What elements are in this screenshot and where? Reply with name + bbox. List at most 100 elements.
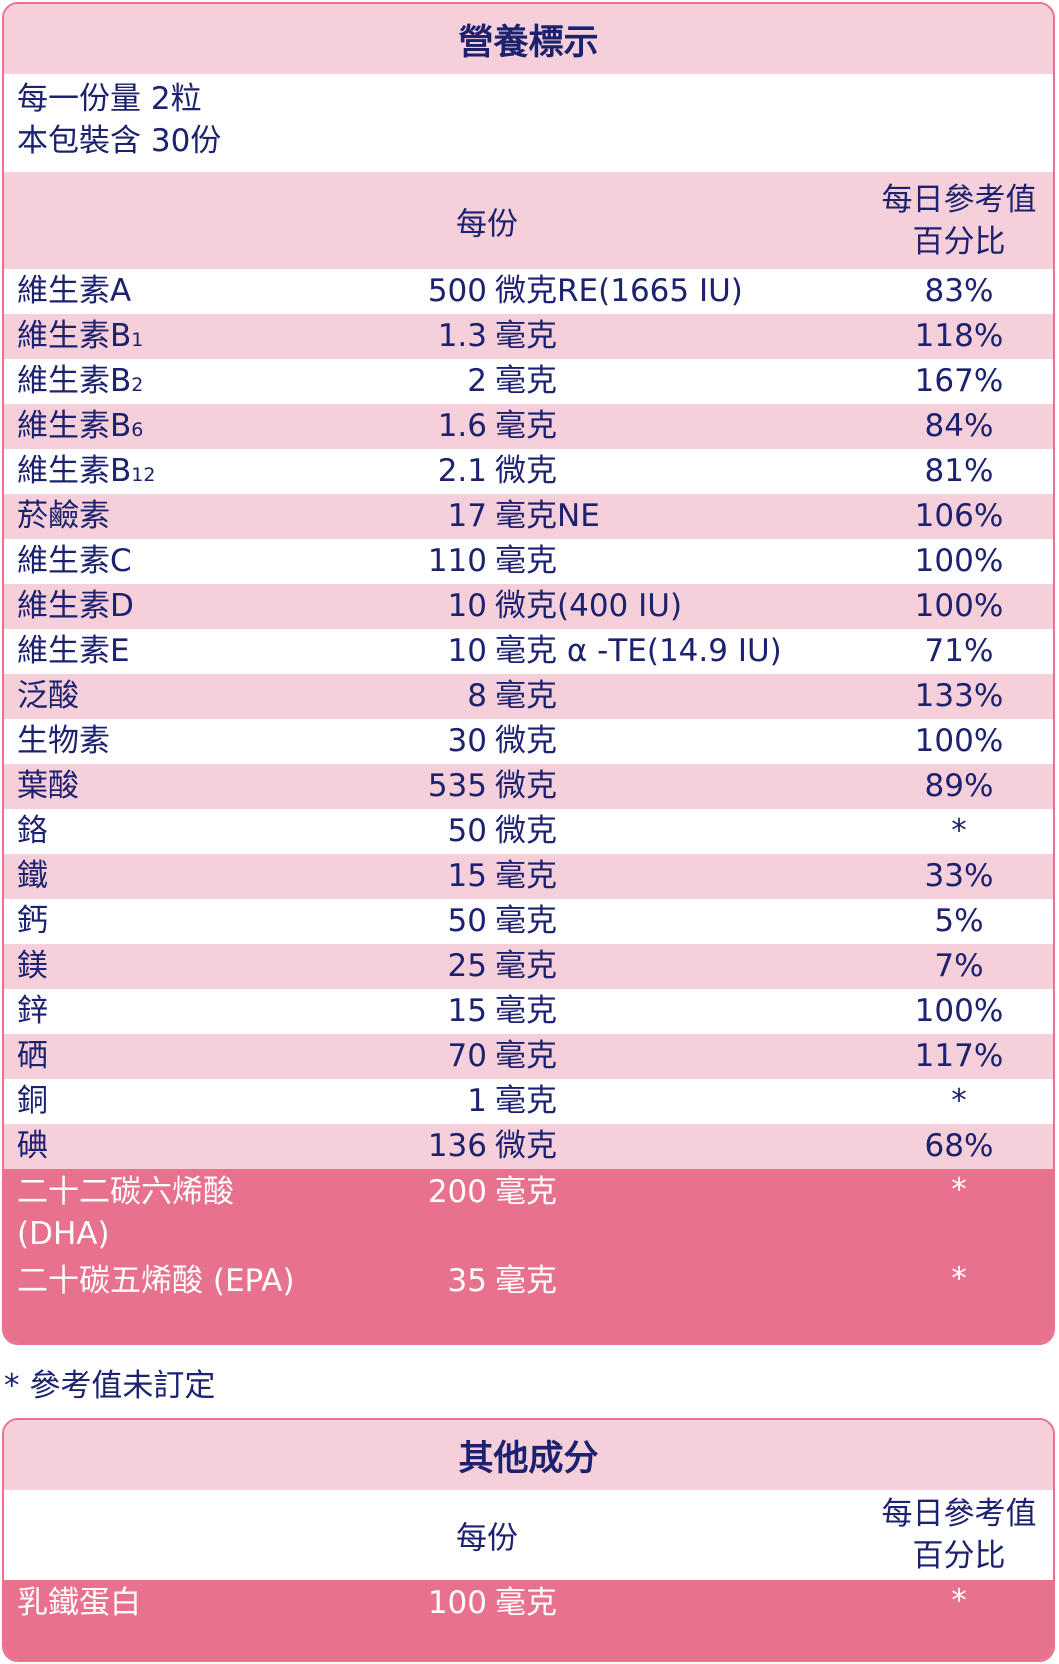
amount-unit: 毫克 bbox=[495, 408, 557, 444]
daily-value-percent: 133% bbox=[914, 678, 1004, 714]
table-row: 硒 70 毫克 117% bbox=[4, 1034, 1053, 1079]
nutrient-subscript: 1 bbox=[131, 329, 144, 351]
nutrient-name-text: 維生素E bbox=[17, 633, 130, 669]
amount-value: 100 bbox=[427, 1585, 487, 1621]
nutrient-name-text: 硒 bbox=[17, 1038, 48, 1074]
daily-value-percent: 81% bbox=[924, 453, 994, 489]
amount-unit: 毫克 bbox=[495, 1083, 557, 1119]
header-dv-line2: 百分比 bbox=[912, 1538, 1006, 1574]
nutrient-name: 二十碳五烯酸 (EPA) bbox=[17, 1260, 297, 1302]
nutrient-name: 維生素B12 bbox=[17, 449, 155, 498]
header-dv-line1: 每日參考值 bbox=[881, 181, 1037, 218]
amount-value: 2 bbox=[467, 363, 487, 399]
nutrient-name-text: 維生素B bbox=[17, 318, 132, 354]
nutrition-title: 營養標示 bbox=[4, 4, 1053, 74]
nutrient-rows: 維生素A 500 微克RE(1665 IU) 83% 維生素B1 1.3 毫克 118% 維生素… bbox=[4, 269, 1053, 1169]
nutrient-name: 乳鐵蛋白 bbox=[17, 1582, 297, 1624]
nutrient-name-text: 二十碳五烯酸 (EPA) bbox=[17, 1263, 295, 1299]
nutrient-name: 碘 bbox=[17, 1124, 48, 1173]
nutrient-name: 維生素B2 bbox=[17, 359, 143, 408]
daily-value-percent: 100% bbox=[914, 588, 1004, 624]
amount-unit: 毫克 bbox=[495, 948, 557, 984]
amount-unit: 毫克 bbox=[495, 363, 557, 399]
nutrient-name-text: 葉酸 bbox=[17, 768, 79, 804]
table-row: 鎂 25 毫克 7% bbox=[4, 944, 1053, 989]
amount-value: 500 bbox=[427, 273, 487, 309]
nutrient-name: 維生素A bbox=[17, 269, 131, 318]
amount-value: 30 bbox=[447, 723, 487, 759]
nutrient-name-text: 碘 bbox=[17, 1128, 48, 1164]
amount-value: 1.3 bbox=[437, 318, 487, 354]
amount-unit: 微克(400 IU) bbox=[495, 588, 683, 624]
table-row: 維生素B2 2 毫克 167% bbox=[4, 359, 1053, 404]
nutrient-name: 二十二碳六烯酸 (DHA) bbox=[17, 1171, 297, 1255]
nutrient-subscript: 12 bbox=[131, 464, 156, 486]
amount-value: 15 bbox=[447, 993, 487, 1029]
header-dv-line1: 每日參考值 bbox=[881, 1496, 1037, 1532]
daily-value-percent: * bbox=[951, 1261, 967, 1297]
table-row: 維生素D 10 微克(400 IU) 100% bbox=[4, 584, 1053, 629]
daily-value-percent: 84% bbox=[924, 408, 994, 444]
table-row: 泛酸 8 毫克 133% bbox=[4, 674, 1053, 719]
table-row: 鈣 50 毫克 5% bbox=[4, 899, 1053, 944]
nutrient-name: 鎂 bbox=[17, 944, 48, 993]
header-daily-value: 每日參考值 百分比 bbox=[864, 179, 1053, 263]
nutrient-name-text: 泛酸 bbox=[17, 678, 79, 714]
nutrient-subscript: 2 bbox=[131, 374, 144, 396]
table-row: 維生素B1 1.3 毫克 118% bbox=[4, 314, 1053, 359]
table-row: 鋅 15 毫克 100% bbox=[4, 989, 1053, 1034]
nutrient-name: 維生素E bbox=[17, 629, 130, 678]
amount-value: 15 bbox=[447, 858, 487, 894]
footnote: * 參考值未訂定 bbox=[4, 1368, 216, 1404]
amount-value: 535 bbox=[427, 768, 487, 804]
amount-value: 25 bbox=[447, 948, 487, 984]
other-ingredients-table: 其他成分 每份 每日參考值 百分比 乳鐵蛋白 100 毫克 * bbox=[2, 1418, 1055, 1662]
amount-unit: 微克 bbox=[495, 813, 557, 849]
other-table-header: 每份 每日參考值 百分比 bbox=[4, 1490, 1053, 1580]
daily-value-percent: 118% bbox=[914, 318, 1004, 354]
amount-value: 136 bbox=[427, 1128, 487, 1164]
nutrient-name: 鈣 bbox=[17, 899, 48, 948]
serving-info: 每一份量 2粒 本包裝含 30份 bbox=[4, 74, 1053, 172]
amount-value: 70 bbox=[447, 1038, 487, 1074]
table-row: 生物素 30 微克 100% bbox=[4, 719, 1053, 764]
amount-value: 10 bbox=[447, 633, 487, 669]
header-dv-line2: 百分比 bbox=[912, 223, 1006, 260]
daily-value-percent: * bbox=[951, 813, 967, 849]
nutrient-name-text: 維生素C bbox=[17, 543, 132, 579]
nutrient-name: 維生素B6 bbox=[17, 404, 143, 453]
amount-value: 1 bbox=[467, 1083, 487, 1119]
amount-unit: 微克 bbox=[495, 768, 557, 804]
table-row: 二十碳五烯酸 (EPA) 35 毫克 * bbox=[4, 1258, 1053, 1343]
table-row: 維生素A 500 微克RE(1665 IU) 83% bbox=[4, 269, 1053, 314]
daily-value-percent: 68% bbox=[924, 1128, 994, 1164]
nutrient-name-text: 生物素 bbox=[17, 723, 110, 759]
servings-per-pack: 本包裝含 30份 bbox=[17, 123, 222, 159]
nutrient-name: 生物素 bbox=[17, 719, 110, 768]
amount-unit: 微克 bbox=[495, 723, 557, 759]
amount-unit: 微克 bbox=[495, 1128, 557, 1164]
nutrient-name: 鐵 bbox=[17, 854, 48, 903]
table-row: 維生素E 10 毫克 α -TE(14.9 IU) 71% bbox=[4, 629, 1053, 674]
nutrient-name: 維生素C bbox=[17, 539, 132, 588]
daily-value-percent: 100% bbox=[914, 993, 1004, 1029]
nutrient-name: 鉻 bbox=[17, 809, 48, 858]
nutrient-name: 泛酸 bbox=[17, 674, 79, 723]
nutrient-name-text: 乳鐵蛋白 bbox=[17, 1585, 141, 1621]
amount-unit: 毫克 bbox=[495, 1174, 557, 1210]
amount-unit: 毫克 bbox=[495, 1585, 557, 1621]
table-row: 鐵 15 毫克 33% bbox=[4, 854, 1053, 899]
table-row: 菸鹼素 17 毫克NE 106% bbox=[4, 494, 1053, 539]
daily-value-percent: 83% bbox=[924, 273, 994, 309]
other-rows: 乳鐵蛋白 100 毫克 * bbox=[4, 1580, 1053, 1660]
table-row: 鉻 50 微克 * bbox=[4, 809, 1053, 854]
nutrient-name: 維生素B1 bbox=[17, 314, 143, 363]
amount-value: 110 bbox=[427, 543, 487, 579]
nutrient-name-text: 鈣 bbox=[17, 903, 48, 939]
daily-value-percent: 89% bbox=[924, 768, 994, 804]
amount-unit: 毫克 α -TE(14.9 IU) bbox=[495, 633, 782, 669]
daily-value-percent: 167% bbox=[914, 363, 1004, 399]
amount-unit: 毫克NE bbox=[495, 498, 600, 534]
daily-value-percent: 71% bbox=[924, 633, 994, 669]
nutrient-name-text: 鋅 bbox=[17, 993, 48, 1029]
